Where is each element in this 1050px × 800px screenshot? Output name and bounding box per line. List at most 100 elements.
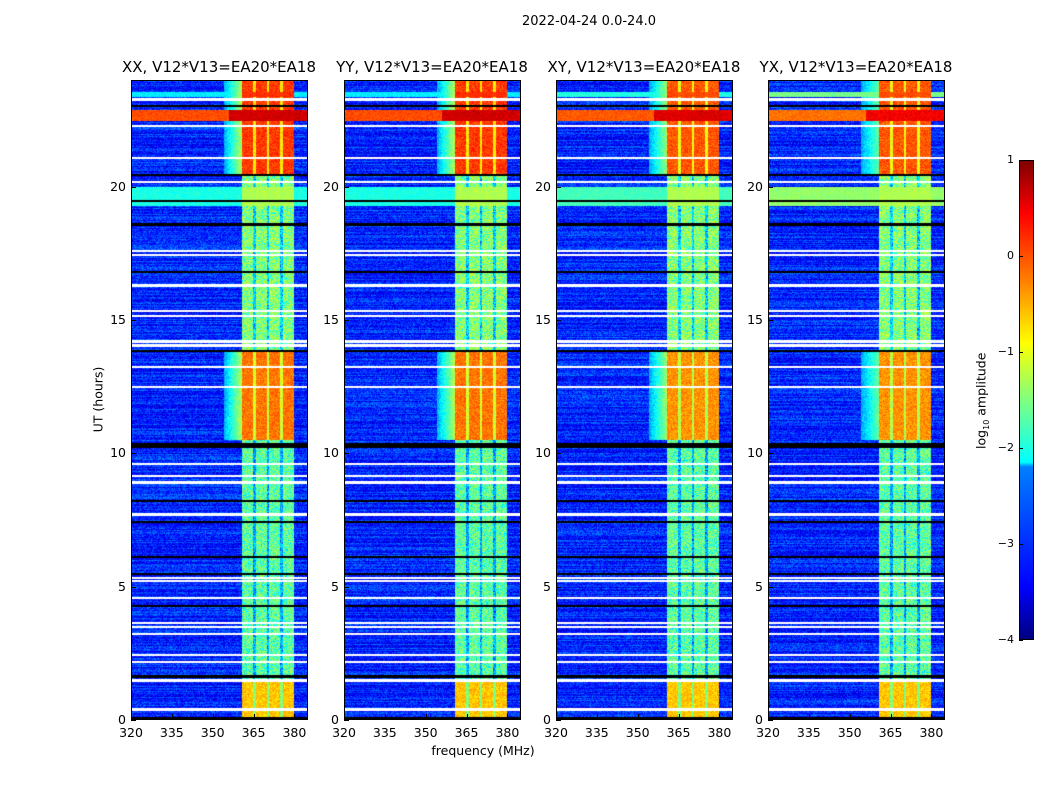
colorbar [1019,160,1034,640]
x-tick-label: 365 [241,725,266,740]
y-tick-mark [556,720,561,721]
y-tick-mark [344,720,349,721]
y-tick-label: 0 [755,712,763,727]
heatmap-panel-yx [768,80,945,720]
y-tick-label: 10 [323,445,339,461]
x-tick-label: 335 [584,725,609,740]
y-tick-mark [131,720,136,721]
x-tick-mark [344,714,345,719]
y-tick-label: 10 [747,445,763,461]
y-tick-mark [556,186,561,188]
x-tick-label: 335 [159,725,184,740]
y-tick-mark [768,320,773,321]
x-tick-label: 350 [200,725,225,740]
x-tick-label: 320 [544,725,568,740]
y-tick-label: 15 [110,312,126,327]
x-tick-label: 335 [372,725,397,740]
x-tick-label: 350 [413,725,438,740]
y-tick-mark [344,186,349,188]
heatmap-yx [769,81,944,719]
heatmap-xy [557,81,732,719]
y-tick-mark [556,320,561,321]
y-tick-label: 20 [323,178,339,194]
y-tick-mark [768,453,773,455]
colorbar-tick-mark [1019,544,1023,545]
y-tick-label: 5 [118,578,126,594]
panel-title-yx: YX, V12*V13=EA20*EA18 [759,58,953,76]
x-tick-mark [212,714,214,719]
x-tick-label: 365 [666,725,691,740]
colorbar-tick-mark [1019,160,1023,161]
y-tick-label: 0 [543,712,551,727]
y-tick-mark [344,453,349,455]
y-tick-mark [131,453,136,455]
panel-title-yy: YY, V12*V13=EA20*EA18 [336,58,528,76]
x-tick-label: 365 [878,725,903,740]
y-tick-label: 5 [543,578,551,594]
x-tick-mark [678,714,680,719]
colorbar-tick-label: −2 [997,441,1014,454]
heatmap-panel-xx [131,80,308,720]
colorbar-tick-label: −4 [997,633,1014,646]
y-tick-label: 0 [331,712,339,727]
y-tick-label: 15 [535,312,551,327]
heatmap-xx [132,81,307,719]
y-tick-mark [344,320,349,321]
figure-title: 2022-04-24 0.0-24.0 [522,14,656,29]
x-tick-mark [171,714,173,719]
y-tick-label: 15 [747,312,763,327]
panel-title-xy: XY, V12*V13=EA20*EA18 [547,58,741,76]
colorbar-tick-mark [1019,256,1023,257]
colorbar-tick-label: −1 [997,345,1014,358]
x-tick-mark [384,714,386,719]
y-tick-label: 5 [331,578,339,594]
x-tick-mark [596,714,598,719]
x-tick-label: 320 [332,725,356,740]
y-tick-mark [344,586,349,588]
x-tick-label: 380 [282,725,307,740]
x-tick-label: 320 [119,725,143,740]
colorbar-tick-label: 1 [1007,153,1014,166]
x-tick-label: 365 [454,725,479,740]
colorbar-tick-label: 0 [1007,249,1014,262]
y-tick-mark [131,186,136,188]
x-tick-mark [849,714,851,719]
y-tick-mark [131,586,136,588]
x-tick-mark [890,714,892,719]
x-tick-label: 350 [625,725,650,740]
x-tick-label: 335 [796,725,821,740]
y-tick-label: 20 [535,178,551,194]
y-tick-mark [768,186,773,188]
y-tick-mark [556,453,561,455]
colorbar-label: log10 amplitude [973,352,991,449]
heatmap-panel-yy [344,80,521,720]
y-tick-mark [768,720,773,721]
heatmap-panel-xy [556,80,733,720]
y-tick-mark [768,586,773,588]
colorbar-tick-mark [1019,352,1023,353]
x-axis-label: frequency (MHz) [431,743,535,758]
x-tick-mark [507,714,509,719]
y-tick-label: 15 [323,312,339,327]
y-tick-mark [131,320,136,321]
y-tick-label: 10 [535,445,551,461]
x-tick-mark [637,714,639,719]
colorbar-tick-label: −3 [997,537,1014,550]
heatmap-yy [345,81,520,719]
panel-title-xx: XX, V12*V13=EA20*EA18 [121,58,316,76]
x-tick-mark [253,714,255,719]
y-tick-label: 20 [110,178,126,194]
y-tick-label: 0 [118,712,126,727]
x-tick-label: 350 [837,725,862,740]
colorbar-tick-mark [1019,448,1023,449]
y-tick-label: 5 [755,578,763,594]
x-tick-mark [808,714,810,719]
x-tick-label: 380 [495,725,520,740]
colorbar-tick-mark [1019,640,1023,641]
x-tick-mark [425,714,427,719]
y-tick-mark [556,586,561,588]
x-tick-mark [556,714,557,719]
y-tick-label: 10 [110,445,126,461]
x-tick-mark [131,714,132,719]
